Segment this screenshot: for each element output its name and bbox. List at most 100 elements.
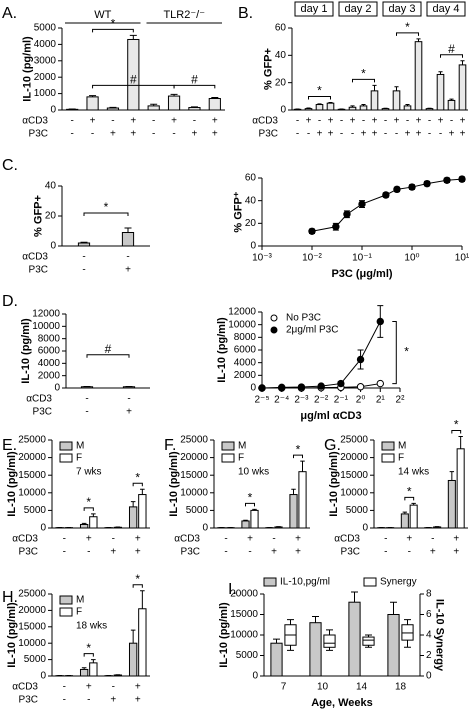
legend-marker	[59, 607, 73, 617]
error-bar	[129, 34, 137, 40]
error-bar	[91, 659, 96, 663]
y-tick-label: 15000	[18, 621, 46, 632]
axis-label: IL-10 (pg/ml)	[168, 451, 180, 517]
y-tick-label: 40	[275, 50, 287, 61]
x-tick-label: 2⁰	[356, 395, 366, 406]
legend-label: M	[76, 441, 84, 452]
sign: -	[111, 116, 114, 127]
point	[358, 200, 366, 208]
y-tick-label: 5000	[24, 505, 47, 516]
y-tick-label: 10000	[18, 638, 46, 649]
y-tick-label: 0	[50, 241, 56, 252]
sign: -	[428, 116, 431, 127]
axis-label: IL-10 (pg/ml)	[6, 451, 18, 517]
annotation: *	[361, 67, 366, 81]
point	[376, 379, 384, 388]
x-tick-label: 2⁻⁴	[274, 395, 289, 406]
error-bar	[109, 106, 117, 109]
x-tick-label: 7	[281, 682, 287, 693]
panel-letter: E.	[2, 437, 17, 454]
axis-label: IL-10 (pg/ml)	[216, 317, 228, 383]
bar	[348, 106, 357, 111]
x-tick-label: 10¹	[455, 253, 470, 264]
sign: -	[63, 695, 66, 706]
bar	[121, 232, 135, 247]
sign: +	[271, 547, 277, 558]
fit-line	[311, 178, 463, 232]
x-tick-label: 2²	[396, 395, 406, 406]
bar	[89, 662, 98, 677]
sign: +	[171, 116, 177, 127]
y-tick-label: 5000	[34, 23, 57, 34]
x-tick-label: 2⁻³	[294, 395, 309, 406]
legend-label: IL-10,pg/ml	[280, 577, 330, 588]
y-tick-label: 20	[245, 218, 257, 229]
panel-letter: H.	[2, 589, 18, 606]
sign: +	[126, 407, 132, 418]
sign: +	[453, 534, 459, 545]
y-tick-label: 6	[426, 609, 432, 620]
bar	[250, 509, 259, 529]
sign: +	[394, 116, 400, 127]
bar	[433, 526, 442, 529]
sign: +	[90, 116, 96, 127]
y-tick-label: 60	[245, 173, 257, 184]
bar	[89, 516, 98, 529]
legend-marker	[363, 577, 377, 587]
bar	[392, 90, 401, 111]
sign: +	[372, 116, 378, 127]
sign: +	[135, 695, 141, 706]
point	[458, 175, 466, 183]
bar	[241, 520, 250, 529]
sign: +	[110, 547, 116, 558]
row-label: P3C	[341, 547, 360, 558]
x-tick-label: 2¹	[376, 395, 386, 406]
bar	[409, 504, 418, 529]
sign: +	[295, 534, 301, 545]
error-bar	[170, 93, 178, 97]
point	[376, 317, 384, 326]
sign: +	[135, 547, 141, 558]
sign: -	[152, 116, 155, 127]
sign: -	[318, 116, 321, 127]
y-tick-label: 10000	[32, 321, 60, 332]
sign: -	[71, 116, 74, 127]
error-bar	[140, 488, 145, 495]
y-tick-label: 25000	[18, 435, 46, 446]
group-box	[338, 1, 378, 17]
panel-letter: D.	[2, 293, 18, 310]
error-bar	[402, 511, 408, 514]
sign: -	[63, 682, 66, 693]
legend-label: F	[76, 453, 82, 464]
legend-label: 2μg/ml P3C	[286, 325, 338, 336]
sign: -	[428, 129, 431, 140]
bar	[128, 506, 138, 529]
point	[393, 185, 401, 194]
row-label: P3C	[29, 129, 48, 140]
legend-label: M	[238, 441, 246, 452]
x-axis-label: μg/ml αCD3	[300, 410, 361, 422]
axis-label: % GFP⁺	[233, 191, 245, 232]
bracket	[173, 84, 216, 89]
sign: +	[135, 534, 141, 545]
legend-marker	[381, 453, 395, 463]
bar	[86, 96, 99, 111]
y-tick-label: 2000	[34, 72, 57, 83]
row-label: P3C	[19, 695, 38, 706]
sign: -	[224, 547, 227, 558]
y-tick-label: 10000	[230, 630, 258, 641]
error-bar	[328, 101, 333, 104]
sign: -	[87, 695, 90, 706]
sign: -	[85, 394, 88, 405]
sign: -	[91, 129, 94, 140]
bar	[456, 448, 465, 529]
point	[317, 382, 325, 390]
sign: +	[130, 129, 136, 140]
sign: -	[82, 265, 85, 276]
legend-label: M	[398, 441, 406, 452]
legend-marker	[263, 577, 277, 587]
sign: -	[112, 534, 115, 545]
group-label: day 1	[301, 3, 328, 15]
note: 7 wks	[76, 467, 102, 478]
